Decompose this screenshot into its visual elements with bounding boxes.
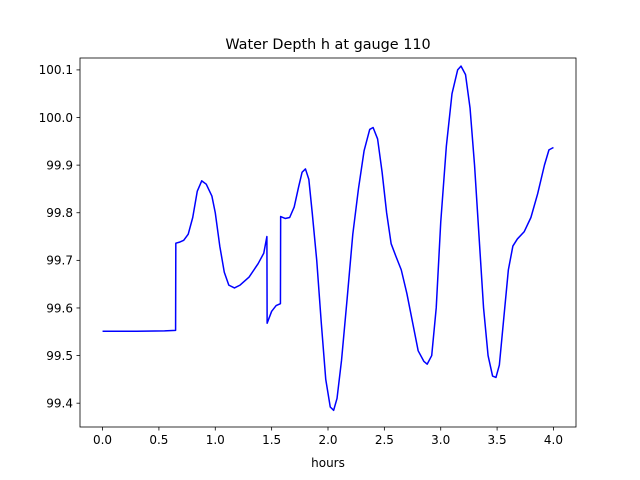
y-tick-label: 99.9 xyxy=(46,158,73,172)
y-tick-label: 99.5 xyxy=(46,349,73,363)
x-tick-label: 0.5 xyxy=(149,433,168,447)
x-axis-label: hours xyxy=(311,456,345,470)
x-tick-label: 4.0 xyxy=(544,433,563,447)
chart-title: Water Depth h at gauge 110 xyxy=(225,37,430,53)
x-tick-label: 2.5 xyxy=(375,433,394,447)
x-tick-label: 2.0 xyxy=(318,433,337,447)
x-tick-label: 3.5 xyxy=(488,433,507,447)
series-line-0 xyxy=(102,65,554,412)
y-tick-label: 99.6 xyxy=(46,301,73,315)
y-tick-label: 99.4 xyxy=(46,396,73,410)
x-tick-label: 1.0 xyxy=(206,433,225,447)
y-tick-label: 100.1 xyxy=(39,63,73,77)
x-tick-label: 3.0 xyxy=(431,433,450,447)
y-tick-label: 100.0 xyxy=(39,111,73,125)
y-tick-label: 99.8 xyxy=(46,206,73,220)
x-tick-label: 1.5 xyxy=(262,433,281,447)
x-tick-label: 0.0 xyxy=(93,433,112,447)
y-tick-label: 99.7 xyxy=(46,254,73,268)
